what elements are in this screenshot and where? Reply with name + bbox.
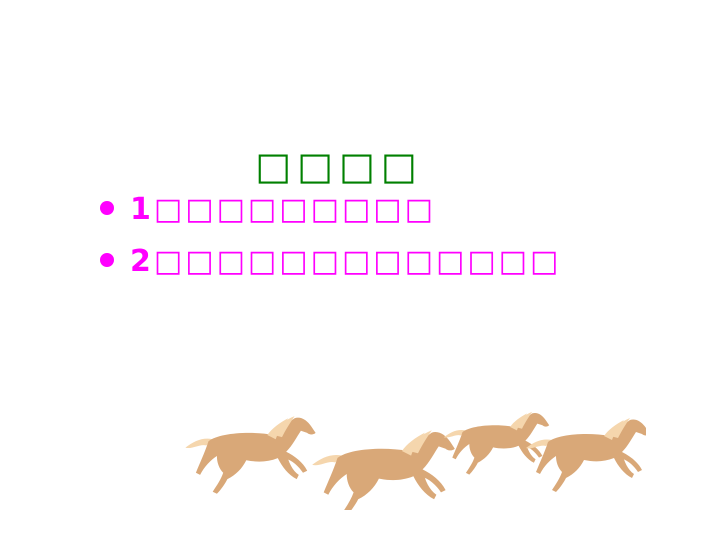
- bullet-text: □□□□□□□□□□□□□: [153, 244, 562, 279]
- running-horses-image: .body { fill: #d9a878; } .mane { fill: #…: [185, 411, 646, 510]
- bullet-dot-icon: [100, 200, 114, 215]
- bullet-text: □□□□□□□□□: [153, 192, 436, 227]
- bullet-dot-icon: [100, 252, 114, 267]
- bullet-number: 2: [130, 244, 154, 279]
- slide-title: □□□□: [255, 144, 423, 188]
- horse-3: [443, 411, 550, 475]
- bullet-list: 1□□□□□□□□□ 2□□□□□□□□□□□□□: [100, 190, 561, 294]
- horse-4: [526, 418, 646, 492]
- horse-2: [312, 430, 455, 510]
- bullet-number: 1: [130, 192, 154, 227]
- horse-1: [185, 416, 316, 494]
- bullet-item-1: 1□□□□□□□□□: [100, 190, 561, 242]
- bullet-item-2: 2□□□□□□□□□□□□□: [100, 242, 561, 294]
